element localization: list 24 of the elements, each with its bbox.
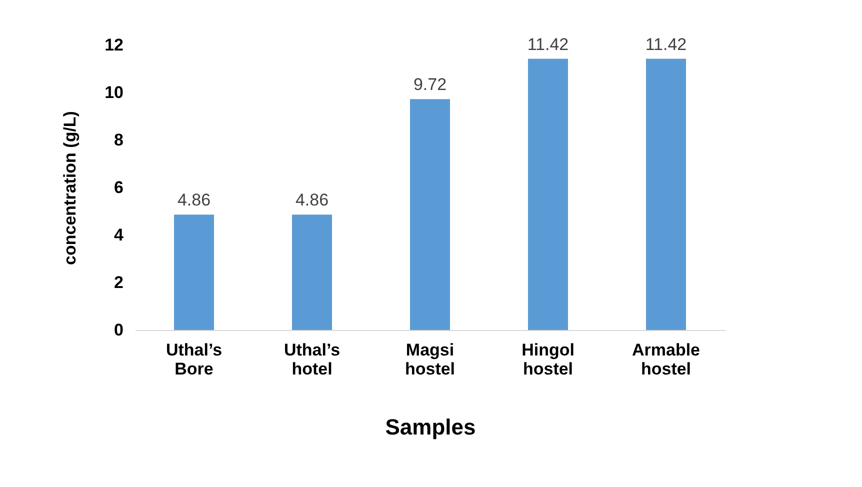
data-label: 9.72 <box>413 75 447 94</box>
bar <box>410 99 450 330</box>
bar <box>528 58 568 330</box>
y-tick-label: 4 <box>114 226 124 244</box>
data-label: 4.86 <box>177 190 211 210</box>
y-tick-label: 8 <box>114 130 124 150</box>
data-label: 11.42 <box>645 34 687 54</box>
x-tick-label: Magsi hostel <box>404 340 456 378</box>
y-tick-label: 12 <box>104 36 124 54</box>
bar <box>292 214 332 330</box>
y-tick-label: 2 <box>114 273 124 292</box>
data-label: 11.42 <box>527 34 569 54</box>
x-tick-label: Uthal’s Bore <box>166 340 222 378</box>
x-tick-label: Uthal’s hotel <box>284 340 340 378</box>
bar <box>646 58 686 330</box>
y-tick-label: 6 <box>114 178 124 197</box>
data-label: 4.86 <box>295 190 329 210</box>
y-tick-label: 0 <box>114 320 124 340</box>
y-axis-title: concentration (g/L) <box>60 111 80 265</box>
x-tick-label: Hingol hostel <box>522 340 574 378</box>
x-tick-label: Armable hostel <box>632 340 700 378</box>
y-tick-label: 10 <box>104 83 124 102</box>
x-axis-title: Samples <box>385 414 476 440</box>
bar <box>174 214 214 330</box>
